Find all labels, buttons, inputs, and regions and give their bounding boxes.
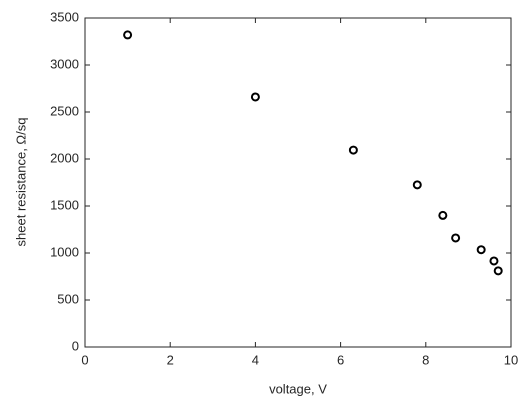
y-tick-label: 3500 <box>50 9 79 24</box>
point <box>250 92 260 102</box>
point <box>451 233 461 243</box>
x-tick-label: 2 <box>167 352 174 367</box>
x-tick-label: 8 <box>422 352 429 367</box>
y-tick-label: 3000 <box>50 56 79 71</box>
y-tick-label: 2500 <box>50 103 79 118</box>
y-tick-label: 1000 <box>50 244 79 259</box>
plot-frame <box>84 17 512 348</box>
y-axis-label: sheet resistance, Ω/sq <box>13 118 28 247</box>
x-axis-label: voltage, V <box>269 381 327 396</box>
point <box>348 145 358 155</box>
y-tick-label: 1500 <box>50 197 79 212</box>
x-tick-label: 0 <box>81 352 88 367</box>
point <box>123 30 133 40</box>
point <box>438 210 448 220</box>
x-tick-label: 4 <box>252 352 259 367</box>
point <box>489 256 499 266</box>
y-tick-label: 0 <box>72 338 79 353</box>
y-tick-label: 500 <box>57 291 79 306</box>
point <box>412 180 422 190</box>
x-tick-label: 10 <box>504 352 518 367</box>
point <box>493 266 503 276</box>
x-tick-label: 6 <box>337 352 344 367</box>
y-tick-label: 2000 <box>50 150 79 165</box>
point <box>476 245 486 255</box>
